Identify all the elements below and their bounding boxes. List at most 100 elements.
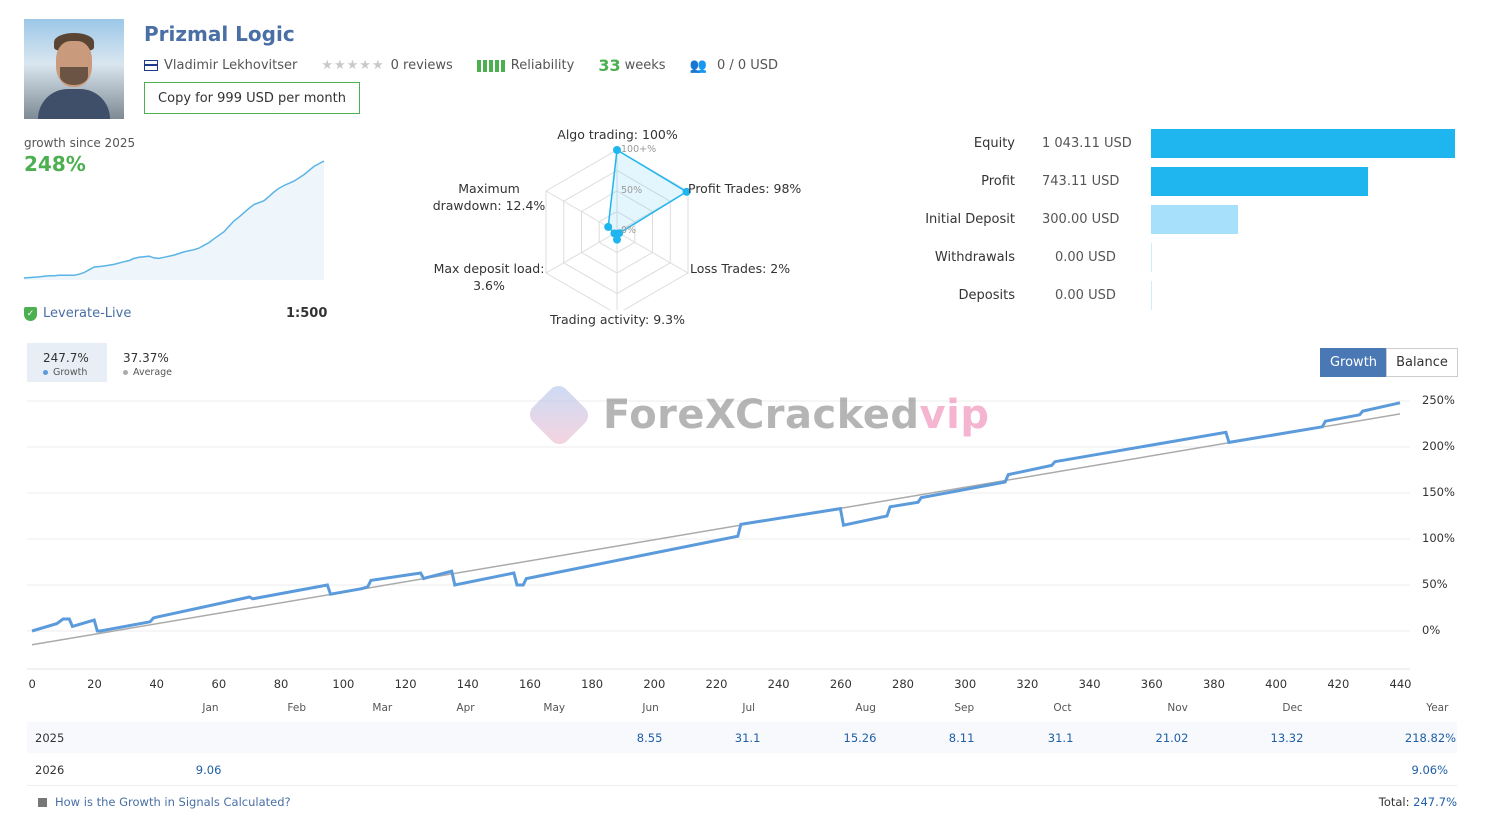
book-icon [38, 797, 47, 807]
toggle-balance-button[interactable]: Balance [1386, 348, 1458, 377]
x-tick-label: 60 [211, 677, 227, 691]
radar-scale-0: 0% [621, 225, 636, 236]
x-tick-label: 100 [332, 677, 355, 691]
growth-since-value: 248% [24, 152, 86, 176]
financial-bar [1151, 167, 1368, 196]
financial-value: 0.00 USD [1055, 250, 1116, 265]
x-tick-label: 340 [1078, 677, 1101, 691]
y-tick-label: 100% [1422, 531, 1455, 545]
y-tick-label: 250% [1422, 393, 1455, 407]
financial-bar [1151, 281, 1152, 310]
x-tick-label: 180 [581, 677, 604, 691]
month-growth-cell[interactable]: 13.32 [1270, 731, 1304, 745]
radar-label-algo: Algo trading: 100% [557, 127, 678, 142]
financial-value: 1 043.11 USD [1042, 136, 1132, 151]
average-series-line [31, 413, 1401, 646]
month-label: May [543, 702, 566, 714]
financial-label: Profit [981, 174, 1015, 189]
radar-point [613, 235, 621, 244]
copy-subscribe-button[interactable]: Copy for 999 USD per month [144, 82, 360, 114]
month-label: Year [1426, 702, 1449, 714]
total-growth: Total: 247.7% [1378, 795, 1457, 809]
x-tick-label: 20 [87, 677, 102, 691]
month-growth-cell[interactable]: 9.06% [1411, 763, 1449, 777]
month-growth-cell[interactable]: 218.82% [1404, 731, 1457, 745]
reliability-label: Reliability [510, 58, 575, 73]
mini-growth-chart [24, 160, 325, 280]
reliability-bars-icon [476, 59, 505, 72]
israel-flag-icon [144, 60, 158, 71]
x-tick-label: 160 [518, 677, 541, 691]
x-tick-label: 80 [273, 677, 289, 691]
weeks-label: weeks [624, 58, 666, 73]
subscribers-value: 0 / 0 USD [716, 58, 779, 73]
financial-value: 0.00 USD [1055, 288, 1116, 303]
growth-since-label: growth since 2025 [24, 136, 136, 150]
radar-chart: 100+% 50% 0% [545, 144, 691, 310]
month-growth-cell[interactable]: 31.1 [1047, 731, 1074, 745]
month-growth-cell[interactable]: 31.1 [734, 731, 761, 745]
month-growth-cell[interactable]: 15.26 [843, 731, 877, 745]
financial-bar [1151, 205, 1238, 234]
x-tick-label: 320 [1016, 677, 1039, 691]
month-label: Jul [742, 702, 756, 714]
x-tick-label: 420 [1327, 677, 1350, 691]
financial-value: 743.11 USD [1042, 174, 1120, 189]
leverage-value: 1:500 [286, 306, 328, 321]
rating-stars-icon: ★★★★★ [321, 58, 385, 73]
month-growth-cell[interactable]: 8.11 [948, 731, 975, 745]
author-avatar[interactable] [24, 19, 124, 119]
x-tick-label: 120 [394, 677, 417, 691]
month-label: Apr [456, 702, 475, 714]
x-tick-label: 400 [1265, 677, 1288, 691]
signal-meta-row: Vladimir Lekhovitser ★★★★★ 0 reviews Rel… [144, 56, 778, 75]
financial-label: Equity [973, 136, 1015, 151]
broker-name[interactable]: Leverate-Live [43, 306, 132, 321]
growth-help-link[interactable]: How is the Growth in Signals Calculated? [38, 795, 291, 809]
x-tick-label: 200 [643, 677, 666, 691]
financial-value: 300.00 USD [1042, 212, 1120, 227]
radar-point [610, 229, 619, 238]
signal-title[interactable]: Prizmal Logic [144, 22, 295, 46]
financial-bar [1151, 243, 1152, 272]
subscribers-icon: 👥 [689, 57, 707, 74]
weeks-value: 33 [598, 56, 621, 75]
radar-label-deposit-load: Max deposit load: 3.6% [433, 261, 545, 293]
y-tick-label: 0% [1422, 623, 1441, 637]
watermark-logo-icon [525, 381, 593, 449]
tab-growth-summary[interactable]: 247.7% Growth [27, 343, 107, 382]
radar-scale-50: 50% [621, 185, 642, 196]
month-label: Sep [954, 702, 975, 714]
month-growth-cell[interactable]: 8.55 [636, 731, 663, 745]
month-label: Jan [202, 702, 219, 714]
y-tick-label: 200% [1422, 439, 1455, 453]
broker-link[interactable]: ✓ Leverate-Live [24, 306, 131, 321]
growth-series-line [31, 401, 1401, 633]
reviews-link[interactable]: 0 reviews [390, 58, 453, 73]
radar-label-activity: Trading activity: 9.3% [550, 312, 685, 327]
radar-label-loss: Loss Trades: 2% [690, 261, 791, 276]
month-label: Nov [1167, 702, 1188, 714]
tab-average-summary[interactable]: 37.37% Average [123, 351, 173, 378]
financial-label: Withdrawals [934, 250, 1015, 265]
x-tick-label: 280 [892, 677, 914, 691]
financial-bar [1151, 129, 1455, 158]
month-growth-cell[interactable]: 9.06 [195, 763, 222, 777]
y-tick-label: 50% [1422, 577, 1448, 591]
radar-scale-100: 100+% [621, 144, 656, 155]
verified-shield-icon: ✓ [24, 306, 37, 321]
table-row: 2025 8.55 31.1 15.26 8.11 31.1 21.02 13.32 218.8… [27, 722, 1457, 753]
author-name[interactable]: Vladimir Lekhovitser [164, 58, 298, 73]
x-tick-label: 380 [1202, 677, 1225, 691]
y-tick-label: 150% [1422, 485, 1455, 499]
month-growth-cell[interactable]: 21.02 [1155, 731, 1189, 745]
x-tick-label: 240 [767, 677, 790, 691]
radar-label-profit: Profit Trades: 98% [688, 181, 802, 196]
financial-label: Initial Deposit [925, 212, 1015, 227]
month-label: Dec [1282, 702, 1303, 714]
radar-label-drawdown: Maximum drawdown: 12.4% [432, 181, 546, 213]
table-row: 2026 9.06 9.06% [27, 754, 1457, 786]
radar-point [604, 222, 613, 231]
x-tick-label: 40 [149, 677, 164, 691]
